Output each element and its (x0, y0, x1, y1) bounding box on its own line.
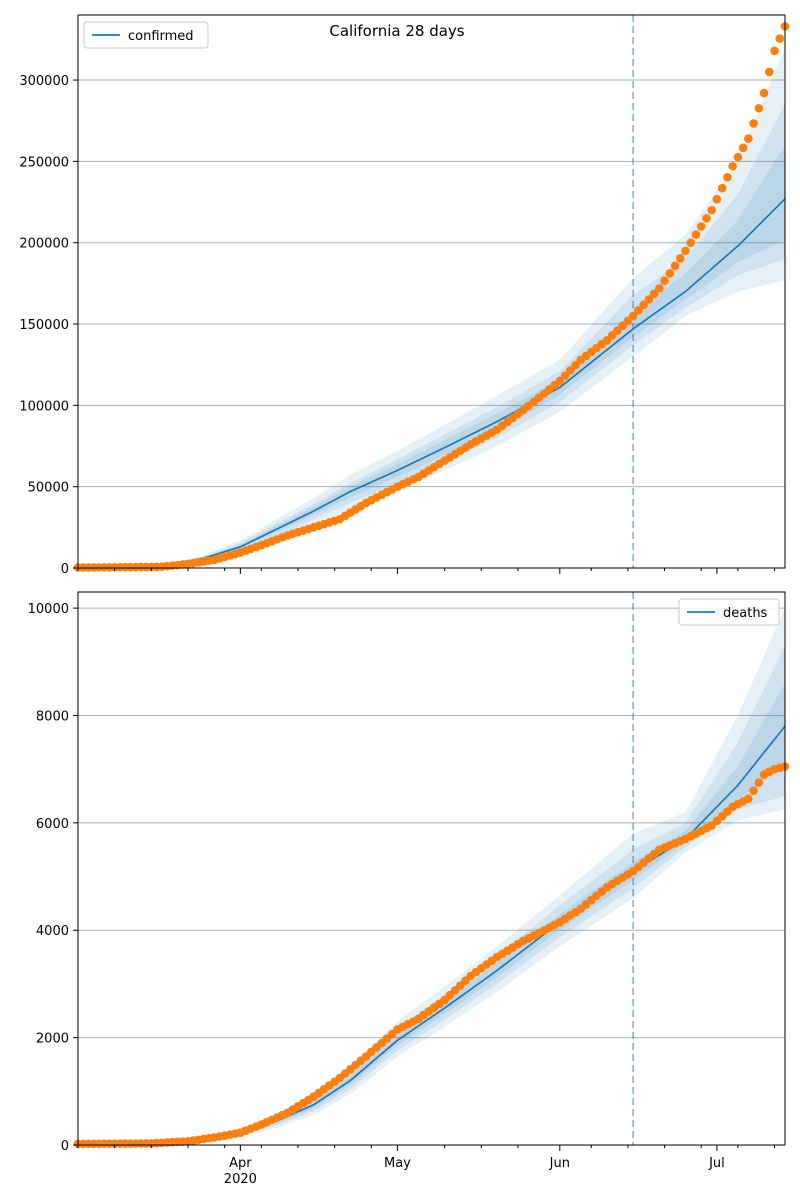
axes-frame (77, 14, 786, 569)
y-axis: 0 50000 100000 150000 200000 250000 300000 (19, 74, 78, 577)
uncertainty-band (78, 683, 785, 1145)
observed-point (754, 103, 764, 113)
y-tick-label: 200000 (19, 237, 69, 252)
observed-point (728, 161, 737, 171)
y-tick-label: 50000 (28, 481, 69, 496)
observed-point (744, 134, 753, 143)
confirmed-panel: 0 50000 100000 150000 200000 250000 300000 con… (19, 14, 790, 577)
observed-point (749, 786, 758, 795)
observed-point (717, 183, 727, 193)
model-line (77, 725, 786, 1146)
y-tick-label: 6000 (36, 817, 69, 832)
uncertainty-band (78, 645, 785, 1145)
observed-point (628, 311, 638, 321)
grid-lines (78, 607, 785, 1039)
axes-frame (77, 591, 786, 1146)
y-tick-label: 4000 (36, 924, 69, 939)
y-tick-label: 250000 (19, 155, 69, 170)
x-year-label: 2020 (224, 1172, 257, 1187)
observed-point (733, 152, 743, 162)
observed-point (555, 376, 565, 386)
uncertainty-band (78, 104, 785, 569)
x-axis: Apr May Jun Jul 2020 (77, 1145, 776, 1187)
uncertainty-band (78, 608, 785, 1145)
uncertainty-band (78, 145, 785, 568)
x-axis (77, 568, 776, 574)
chart-title: California 28 days (329, 22, 464, 40)
observed-point (749, 119, 758, 128)
y-tick-label: 0 (61, 1139, 69, 1154)
observed-point (571, 360, 580, 370)
y-tick-label: 8000 (36, 709, 69, 724)
uncertainty-bands (78, 608, 785, 1145)
observed-point (754, 778, 764, 787)
observed-point (665, 268, 675, 278)
observed-point (759, 88, 769, 98)
observed-point (775, 34, 785, 43)
observed-point (764, 67, 774, 77)
legend-box (83, 21, 209, 49)
legend: deaths (678, 598, 780, 626)
x-tick-label: Jul (708, 1156, 725, 1171)
observed-point (744, 794, 753, 804)
y-tick-label: 10000 (28, 602, 69, 617)
observed-point (670, 261, 680, 271)
legend-label: confirmed (128, 29, 194, 44)
observed-point (565, 366, 575, 375)
y-tick-label: 100000 (19, 399, 69, 414)
y-tick-label: 2000 (36, 1032, 69, 1047)
legend: confirmed (83, 21, 209, 49)
observed-point (639, 300, 648, 310)
x-tick-label: Jun (549, 1156, 570, 1171)
observed-point (634, 306, 643, 315)
legend-label: deaths (723, 606, 768, 621)
x-tick-label: Apr (229, 1156, 252, 1171)
observed-point (707, 205, 716, 215)
observed-point (560, 371, 570, 380)
observed-point (691, 230, 701, 239)
y-tick-label: 300000 (19, 74, 69, 89)
observed-points (73, 762, 790, 1149)
observed-point (712, 194, 722, 204)
y-axis: 0 2000 4000 6000 8000 10000 (28, 602, 78, 1154)
observed-point (686, 238, 696, 248)
y-tick-label: 150000 (19, 318, 69, 333)
uncertainty-bands (78, 47, 785, 569)
grid-lines (78, 79, 785, 488)
observed-point (644, 295, 654, 304)
observed-point (649, 289, 659, 299)
observed-point (655, 283, 664, 293)
observed-points (73, 22, 790, 572)
observed-point (702, 214, 711, 223)
observed-point (675, 254, 685, 263)
x-tick-label: May (384, 1156, 411, 1171)
observed-point (723, 172, 732, 182)
observed-point (770, 46, 779, 56)
observed-point (681, 246, 690, 256)
legend-box (678, 598, 780, 626)
observed-point (738, 143, 748, 153)
model-series-line (77, 725, 786, 1146)
observed-point (696, 222, 706, 231)
observed-point (660, 276, 669, 286)
y-tick-label: 0 (61, 562, 69, 577)
